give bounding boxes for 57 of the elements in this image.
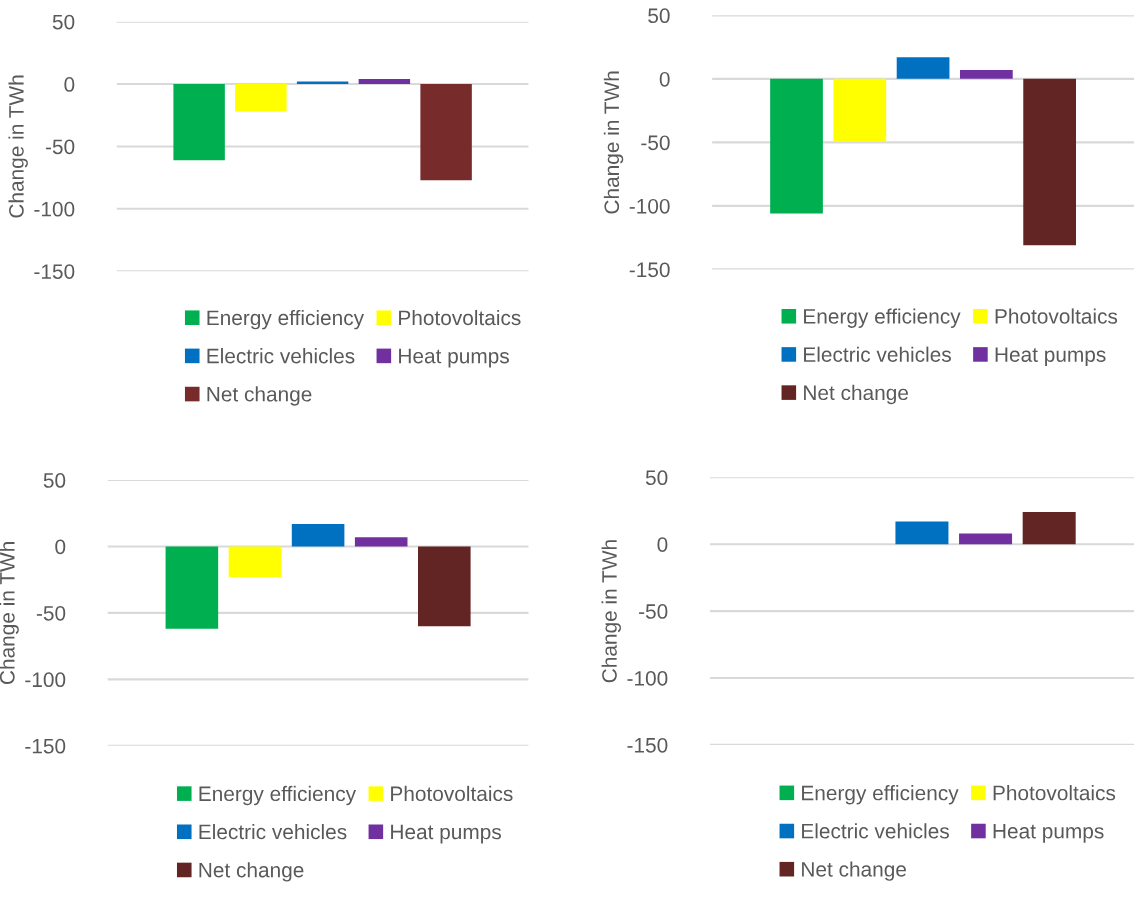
y-tick-label: 0	[55, 539, 66, 555]
bar	[1022, 512, 1076, 545]
legend-label: Electric vehicles	[802, 823, 949, 839]
y-tick-label: -50	[36, 605, 66, 621]
y-tick-label: -150	[34, 264, 75, 279]
y-tick-label: -50	[639, 604, 668, 619]
y-tick-label: 0	[659, 71, 670, 87]
legend-label: Heat pumps	[391, 824, 501, 844]
bar	[165, 546, 219, 629]
y-tick-label: -50	[641, 135, 670, 151]
bar	[770, 78, 823, 214]
bar	[228, 546, 282, 578]
bar	[291, 523, 345, 547]
legend-label: Net change	[804, 384, 908, 405]
legend-label: Photovoltaics	[995, 308, 1118, 324]
bar	[418, 546, 471, 627]
bar	[896, 57, 950, 79]
bar	[354, 537, 408, 547]
legend-label: Photovoltaics	[993, 785, 1116, 801]
legend-label: Energy efficiency	[207, 309, 365, 330]
y-tick-label: 50	[645, 470, 668, 486]
legend-label: Heat pumps	[993, 823, 1104, 843]
y-tick-label: -150	[25, 738, 66, 754]
y-tick-label: 50	[648, 8, 670, 24]
y-tick-label: -150	[627, 737, 668, 753]
y-tick-label: -150	[629, 262, 670, 278]
y-tick-label: 50	[52, 14, 75, 30]
legend-label: Electric vehicles	[804, 346, 951, 362]
y-tick-label: -100	[25, 672, 66, 688]
y-axis-title: Change in TWh	[603, 71, 624, 214]
y-tick-label: 0	[657, 537, 668, 552]
legend-label: Net change	[207, 386, 312, 406]
y-axis-title: Change in TWh	[601, 540, 621, 683]
bar	[895, 521, 949, 545]
legend-label: Heat pumps	[995, 347, 1106, 367]
legend-label: Energy efficiency	[199, 785, 357, 806]
legend-label: Electric vehicles	[199, 823, 347, 840]
legend-label: Net change	[802, 861, 906, 881]
y-tick-label: 0	[64, 77, 75, 92]
y-axis-title: Change in TWh	[8, 75, 28, 218]
legend-label: Photovoltaics	[391, 785, 513, 802]
y-tick-label: 50	[43, 473, 66, 488]
legend-label: Heat pumps	[399, 348, 509, 368]
y-tick-label: -100	[34, 201, 75, 217]
y-tick-label: -50	[45, 139, 75, 155]
bar	[833, 78, 887, 142]
legend-label: Energy efficiency	[804, 308, 961, 328]
y-tick-label: -100	[629, 198, 670, 214]
y-tick-label: -100	[627, 671, 668, 686]
legend-label: Energy efficiency	[802, 785, 959, 805]
legend-label: Net change	[199, 862, 304, 882]
legend-label: Photovoltaics	[399, 309, 521, 326]
y-axis-title: Change in TWh	[0, 542, 19, 685]
bar	[1023, 78, 1076, 246]
bar	[959, 69, 1013, 79]
legend-label: Electric vehicles	[207, 348, 355, 364]
bar	[959, 533, 1013, 545]
